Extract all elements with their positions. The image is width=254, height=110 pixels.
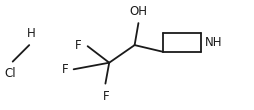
Text: OH: OH <box>130 5 147 18</box>
Text: F: F <box>62 63 69 76</box>
Text: F: F <box>103 90 110 103</box>
Text: F: F <box>75 39 81 52</box>
Text: Cl: Cl <box>4 67 16 80</box>
Text: H: H <box>27 27 36 40</box>
Text: NH: NH <box>205 36 223 49</box>
